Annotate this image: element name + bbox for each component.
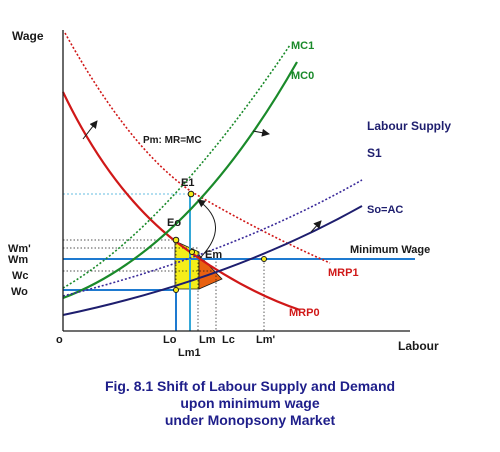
points — [172, 190, 267, 293]
guide-lines — [63, 193, 265, 331]
mc0-label: MC0 — [291, 70, 314, 82]
monopsony-diagram: Wage Labour o Wm' Wm Wc Wo Lo Lm Lc Lm' … — [8, 29, 451, 359]
wage-wc: Wc — [12, 270, 29, 282]
em-label: Em — [205, 249, 222, 261]
s1-supply-curve — [62, 179, 363, 297]
wage-wo: Wo — [11, 286, 28, 298]
so-ac-label: So=AC — [367, 204, 403, 216]
labour-lc: Lc — [222, 334, 235, 346]
s1-label: S1 — [367, 146, 382, 160]
labour-lm1: Lm1 — [178, 347, 201, 359]
mrp1-label: MRP1 — [328, 267, 359, 279]
wo-point — [173, 287, 179, 293]
labour-lm: Lm — [199, 334, 216, 346]
eo-label: Eo — [167, 217, 181, 229]
e1-label: E1 — [181, 177, 194, 189]
mc0-curve — [62, 61, 298, 300]
em-point — [189, 249, 195, 255]
y-axis-label: Wage — [12, 29, 44, 43]
labour-supply-label: Labour Supply — [367, 119, 451, 133]
wage-wm: Wm — [8, 254, 28, 266]
figure-caption: Fig. 8.1 Shift of Labour Supply and Dema… — [0, 378, 500, 429]
caption-line-2: upon minimum wage — [180, 395, 320, 411]
caption-line-1: Fig. 8.1 Shift of Labour Supply and Dema… — [104, 378, 396, 394]
x-axis-label: Labour — [398, 339, 439, 353]
so-ac-supply-curve — [62, 205, 363, 316]
shift-arrows — [82, 120, 322, 259]
minimum-wage-label: Minimum Wage — [350, 244, 430, 256]
labour-lm-prime: Lm' — [256, 334, 276, 346]
lm-prime-point — [261, 256, 267, 262]
eo-point — [172, 236, 180, 244]
pm-rule-label: Pm: MR=MC — [143, 135, 202, 146]
mrp1-curve — [64, 32, 331, 264]
mc1-curve — [62, 44, 291, 289]
e1-point — [187, 190, 195, 198]
wage-wm-prime: Wm' — [8, 243, 31, 255]
mc1-label: MC1 — [291, 40, 314, 52]
labour-lo: Lo — [163, 334, 177, 346]
mrp0-label: MRP0 — [289, 307, 320, 319]
origin-label: o — [56, 334, 63, 346]
caption-line-3: under Monopsony Market — [164, 412, 336, 428]
